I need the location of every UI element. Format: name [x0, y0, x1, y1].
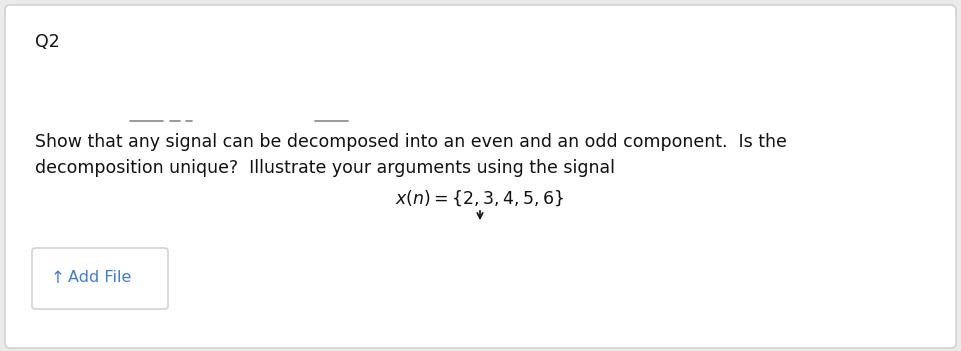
Text: Q2: Q2: [35, 33, 60, 51]
Text: ↑: ↑: [51, 269, 65, 287]
Text: decomposition unique?  Illustrate your arguments using the signal: decomposition unique? Illustrate your ar…: [35, 159, 615, 177]
FancyBboxPatch shape: [5, 5, 956, 348]
Text: Show that any signal can be decomposed into an even and an odd component.  Is th: Show that any signal can be decomposed i…: [35, 133, 787, 151]
FancyBboxPatch shape: [32, 248, 168, 309]
Text: $x(n) = \{2, 3, 4, 5, 6\}$: $x(n) = \{2, 3, 4, 5, 6\}$: [395, 188, 565, 207]
Text: Add File: Add File: [68, 271, 132, 285]
